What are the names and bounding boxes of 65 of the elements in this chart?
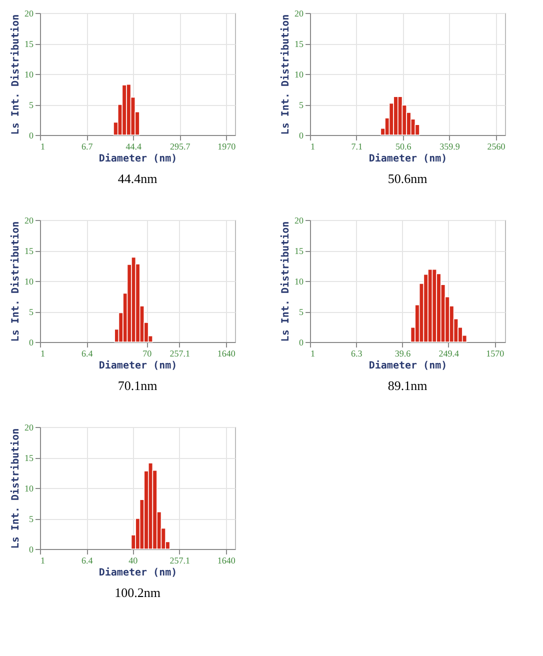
x-tick-label: 1 <box>40 348 45 358</box>
x-axis-title: Diameter (nm) <box>98 566 178 578</box>
y-tick-label: 20 <box>24 216 34 226</box>
y-tick-label: 0 <box>29 544 34 554</box>
x-tick-label: 1640 <box>217 348 236 358</box>
y-tick-label: 15 <box>294 39 304 49</box>
x-tick-label: 249.4 <box>438 348 460 358</box>
y-tick-label: 5 <box>299 307 304 317</box>
y-axis-title: Ls Int. Distribution <box>10 428 22 549</box>
y-tick-label: 0 <box>29 130 34 140</box>
x-tick-label: 6.4 <box>81 348 94 358</box>
y-tick-label: 0 <box>29 338 34 348</box>
x-tick-label: 1570 <box>486 348 505 358</box>
x-tick-label: 39.6 <box>394 348 412 358</box>
x-tick-label: 1 <box>40 556 45 566</box>
x-tick-label: 40 <box>128 556 138 566</box>
y-tick-label: 5 <box>29 514 34 524</box>
x-tick-label: 257.1 <box>170 556 190 566</box>
y-tick-label: 10 <box>24 276 34 286</box>
x-tick-label: 6.4 <box>81 556 94 566</box>
y-tick-label: 15 <box>294 246 304 256</box>
x-tick-label: 7.1 <box>351 142 363 152</box>
x-tick-label: 1 <box>310 142 315 152</box>
y-tick-label: 20 <box>24 422 34 432</box>
x-tick-label: 295.7 <box>170 142 191 152</box>
x-tick-label: 6.3 <box>351 348 363 358</box>
y-tick-label: 10 <box>294 276 304 286</box>
y-axis-title: Ls Int. Distribution <box>280 221 292 342</box>
y-tick-label: 5 <box>29 307 34 317</box>
x-axis-title: Diameter (nm) <box>368 360 448 372</box>
x-tick-label: 1 <box>310 348 315 358</box>
x-tick-label: 70 <box>142 348 152 358</box>
y-tick-label: 10 <box>294 70 304 80</box>
y-tick-label: 20 <box>24 8 34 18</box>
text: 100.2nm <box>114 585 160 600</box>
y-tick-label: 10 <box>24 484 34 494</box>
text: 50.6nm <box>388 171 428 186</box>
x-tick-label: 44.4 <box>126 142 142 152</box>
x-tick-label: 2560 <box>487 142 506 152</box>
x-axis-title: Diameter (nm) <box>98 360 178 372</box>
y-axis-title: Ls Int. Distribution <box>10 14 22 135</box>
x-tick-label: 6.7 <box>82 142 94 152</box>
x-tick-label: 1970 <box>218 142 236 152</box>
y-tick-label: 5 <box>29 100 34 110</box>
y-tick-label: 0 <box>299 130 304 140</box>
y-axis-title: Ls Int. Distribution <box>280 14 292 135</box>
y-tick-label: 20 <box>294 8 304 18</box>
y-tick-label: 5 <box>299 100 304 110</box>
y-tick-label: 20 <box>294 216 304 226</box>
x-axis-title: Diameter (nm) <box>98 152 178 164</box>
y-tick-label: 15 <box>24 246 34 256</box>
x-tick-label: 1640 <box>217 556 236 566</box>
x-tick-label: 50.6 <box>395 142 412 152</box>
x-tick-label: 359.9 <box>440 142 460 152</box>
text: 89.1nm <box>388 378 428 393</box>
y-tick-label: 15 <box>24 453 34 463</box>
x-tick-label: 257.1 <box>170 348 190 358</box>
text: 70.1nm <box>118 378 158 393</box>
x-tick-label: 1 <box>40 142 45 152</box>
text: 44.4nm <box>118 171 158 186</box>
x-axis-title: Diameter (nm) <box>368 152 448 164</box>
y-axis-title: Ls Int. Distribution <box>10 221 22 342</box>
y-tick-label: 0 <box>299 338 304 348</box>
y-tick-label: 15 <box>24 39 34 49</box>
y-tick-label: 10 <box>24 70 34 80</box>
